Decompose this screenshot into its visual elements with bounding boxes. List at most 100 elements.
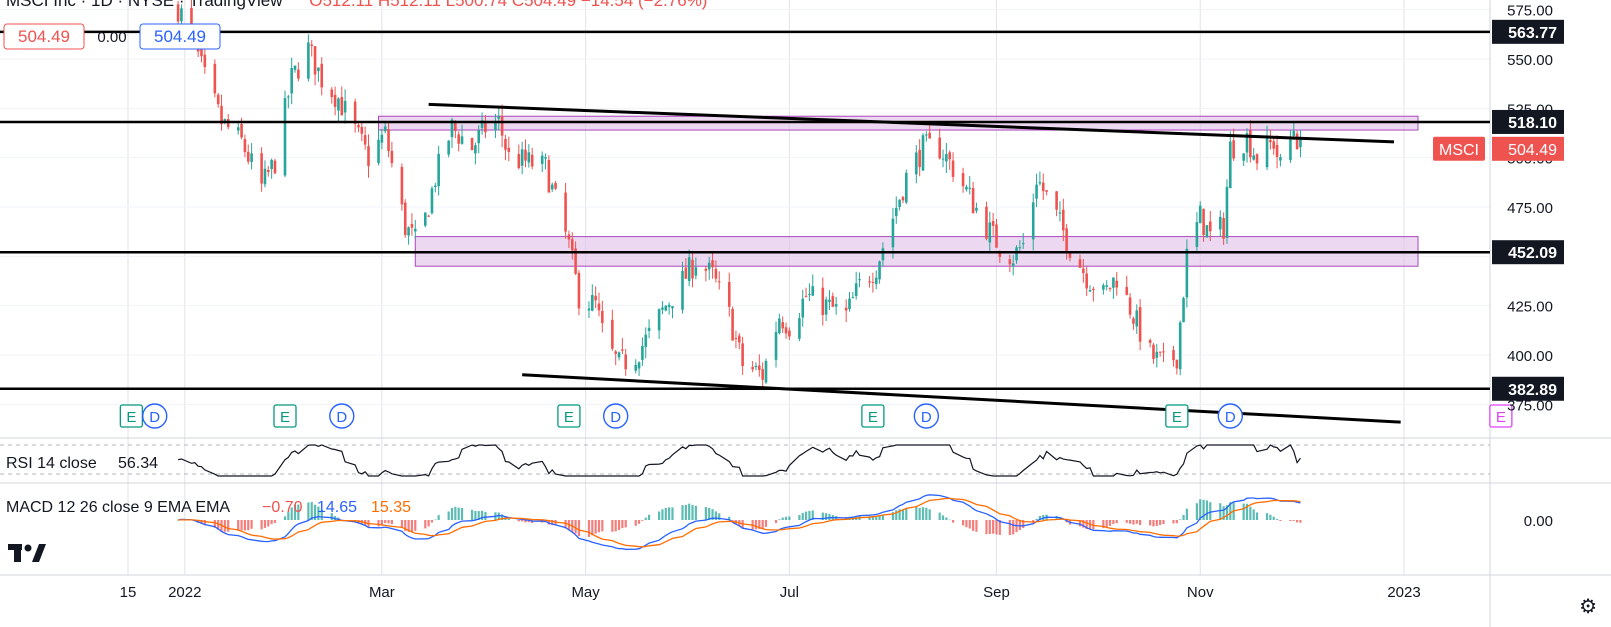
- candle: [687, 249, 691, 287]
- candle: [965, 184, 968, 192]
- macd-histogram-bar: [928, 509, 931, 520]
- macd-histogram-bar: [380, 520, 383, 525]
- macd-histogram-bar: [1255, 512, 1259, 520]
- candle: [811, 274, 815, 297]
- trendline-lower: [522, 373, 1401, 424]
- candle: [480, 112, 484, 135]
- macd-histogram-bar: [290, 507, 293, 520]
- candle: [637, 361, 641, 376]
- candle: [447, 140, 450, 158]
- macd-histogram-bar: [661, 509, 664, 520]
- tradingview-logo-icon[interactable]: [8, 540, 46, 566]
- macd-histogram-bar: [691, 505, 694, 520]
- candle: [975, 202, 978, 214]
- macd-histogram-bar: [647, 514, 651, 520]
- candle: [1152, 342, 1155, 364]
- macd-histogram-bar: [1275, 519, 1279, 520]
- candle: [921, 133, 925, 171]
- macd-histogram-bar: [400, 520, 404, 528]
- macd-histogram-bar: [1139, 520, 1142, 526]
- macd-histogram-bar: [587, 520, 591, 537]
- macd-histogram-bar: [951, 520, 955, 523]
- candle: [1158, 351, 1162, 357]
- candle: [387, 121, 390, 158]
- price-tick-label: 575.00: [1507, 3, 1553, 20]
- candle: [661, 301, 664, 315]
- candle: [1225, 179, 1229, 244]
- candle: [333, 86, 337, 116]
- macd-histogram-bar: [404, 520, 407, 531]
- candle: [858, 272, 861, 288]
- time-tick-label: Sep: [983, 584, 1010, 601]
- candle: [961, 167, 965, 193]
- candle: [460, 124, 464, 145]
- macd-histogram-bar: [901, 509, 905, 520]
- macd-histogram-bar: [1185, 508, 1188, 520]
- macd-histogram-bar: [828, 513, 831, 520]
- settings-gear-icon[interactable]: ⚙: [1579, 596, 1597, 618]
- macd-histogram-bar: [273, 520, 277, 523]
- candle: [263, 160, 267, 188]
- candle: [707, 256, 711, 280]
- candle: [968, 176, 972, 195]
- candle: [297, 62, 300, 82]
- earnings-marker: E: [557, 404, 581, 428]
- macd-histogram-bar: [975, 520, 978, 532]
- rsi-pane: RSI 14 close 56.34: [0, 444, 1490, 477]
- ticker-label: MSCI: [1433, 136, 1485, 161]
- macd-histogram-bar: [761, 520, 764, 529]
- candle: [774, 321, 778, 368]
- macd-histogram-bar: [1242, 503, 1245, 520]
- macd-histogram-bar: [688, 503, 691, 520]
- macd-histogram-bar: [203, 520, 206, 526]
- macd-histogram-bar: [781, 517, 784, 520]
- macd-histogram-bar: [985, 520, 988, 535]
- candle: [1115, 272, 1119, 296]
- candle: [307, 34, 310, 82]
- candle: [353, 98, 357, 133]
- macd-histogram-bar: [270, 520, 273, 525]
- candle: [801, 289, 805, 327]
- price-tick-label: 400.00: [1507, 348, 1553, 365]
- macd-histogram-bar: [804, 511, 808, 520]
- candle: [270, 158, 273, 179]
- candle: [694, 257, 698, 280]
- macd-histogram-bar: [450, 507, 454, 520]
- candle: [530, 147, 534, 170]
- macd-histogram-bar: [671, 507, 674, 520]
- candle: [357, 122, 360, 133]
- candle: [754, 362, 758, 371]
- candle: [310, 40, 314, 57]
- candle: [457, 131, 460, 152]
- candle: [1045, 190, 1048, 196]
- candle: [1249, 120, 1252, 163]
- candle: [1252, 147, 1255, 161]
- macd-histogram-bar: [547, 520, 550, 525]
- candle: [507, 136, 511, 162]
- candle: [614, 349, 617, 366]
- svg-text:D: D: [1225, 409, 1236, 426]
- candle: [427, 214, 430, 217]
- spread-value: 0.00: [97, 29, 126, 46]
- candle: [734, 330, 738, 349]
- macd-histogram-bar: [992, 520, 995, 534]
- candle: [951, 152, 955, 182]
- candle: [894, 196, 898, 224]
- macd-histogram-bar: [1105, 520, 1108, 527]
- macd-histogram-bar: [684, 504, 687, 520]
- event-markers[interactable]: E E E E E ED D D D D: [119, 403, 1513, 429]
- macd-histogram-bar: [377, 520, 380, 527]
- macd-histogram-bar: [708, 507, 711, 520]
- macd-histogram-bar: [457, 507, 460, 520]
- macd-histogram-bar: [778, 519, 781, 520]
- candle: [363, 126, 367, 150]
- macd-histogram-bar: [524, 520, 527, 523]
- macd-histogram-bar: [460, 508, 464, 520]
- candle: [544, 153, 547, 170]
- candle: [948, 150, 952, 170]
- trendlines[interactable]: [428, 102, 1401, 424]
- macd-histogram-bar: [297, 504, 300, 520]
- candle: [1218, 210, 1222, 237]
- macd-histogram-bar: [1085, 520, 1088, 530]
